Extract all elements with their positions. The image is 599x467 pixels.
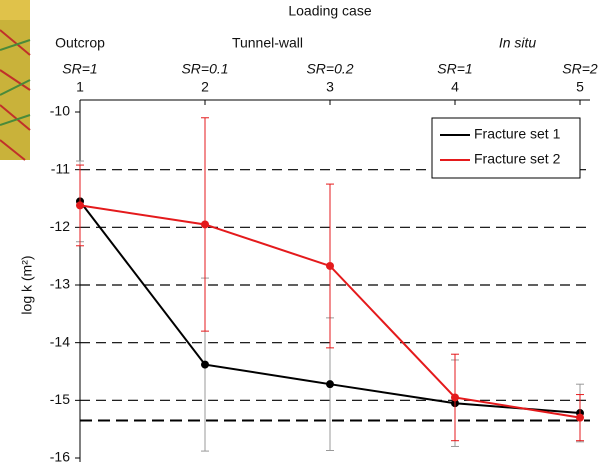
sr-label: SR=1 bbox=[437, 61, 472, 77]
legend-label: Fracture set 2 bbox=[474, 151, 561, 167]
sr-label: SR=2 bbox=[562, 61, 598, 77]
x-tick-label: 3 bbox=[326, 79, 334, 95]
page: Loading case log k (m²) -16 -15 -14 -13 -12 -… bbox=[0, 0, 599, 467]
data-point bbox=[326, 262, 334, 270]
data-point bbox=[326, 380, 334, 388]
y-tick-label: -13 bbox=[50, 276, 70, 292]
sr-label: SR=1 bbox=[62, 61, 97, 77]
case-label: Tunnel-wall bbox=[232, 35, 303, 51]
data-point bbox=[576, 414, 584, 422]
y-tick-label: -14 bbox=[50, 333, 70, 349]
chart: Loading case log k (m²) -16 -15 -14 -13 -12 -… bbox=[0, 0, 599, 462]
sr-label: SR=0.1 bbox=[181, 61, 228, 77]
y-axis-title: log k (m²) bbox=[19, 255, 35, 314]
y-tick-label: -12 bbox=[50, 218, 70, 234]
x-tick-label: 4 bbox=[451, 79, 459, 95]
y-tick-label: -10 bbox=[50, 103, 70, 119]
case-label: In situ bbox=[499, 35, 537, 51]
sr-label: SR=0.2 bbox=[306, 61, 353, 77]
y-tick-label: -15 bbox=[50, 391, 70, 407]
y-tick-label: -16 bbox=[50, 449, 70, 462]
legend-label: Fracture set 1 bbox=[474, 126, 561, 142]
case-label: Outcrop bbox=[55, 35, 105, 51]
inset-photo bbox=[0, 0, 30, 160]
x-tick-label: 2 bbox=[201, 79, 209, 95]
x-axis-title: Loading case bbox=[288, 3, 372, 19]
data-point bbox=[76, 201, 84, 209]
y-tick-label: -11 bbox=[51, 160, 70, 176]
data-point bbox=[451, 393, 459, 401]
x-tick-label: 1 bbox=[76, 79, 84, 95]
data-point bbox=[201, 220, 209, 228]
x-tick-label: 5 bbox=[576, 79, 584, 95]
data-point bbox=[201, 361, 209, 369]
